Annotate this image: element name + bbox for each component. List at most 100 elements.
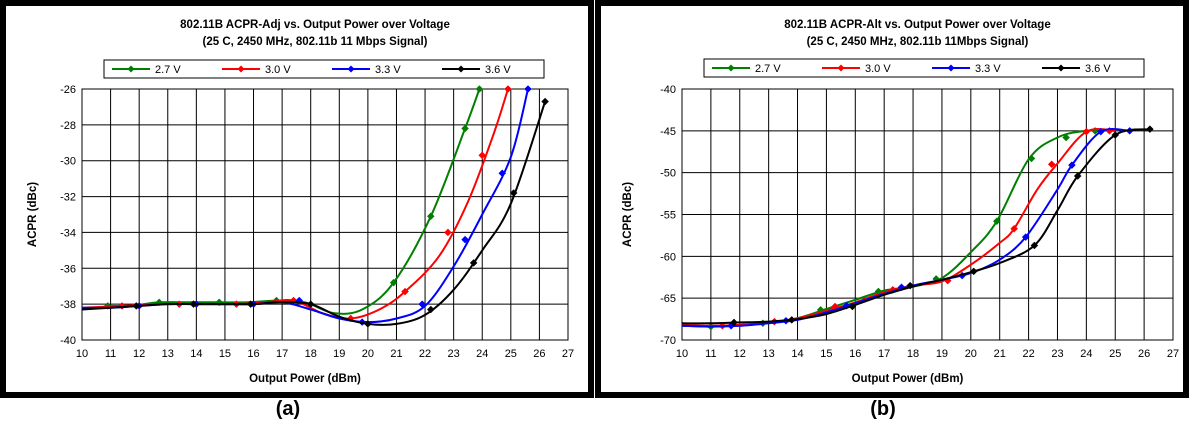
y-tick-label-a: -40 xyxy=(60,335,76,347)
chart-a: 802.11B ACPR-Adj vs. Output Power over V… xyxy=(0,0,594,398)
x-tick-label-b: 27 xyxy=(1167,348,1179,360)
data-point-30v-a xyxy=(478,151,487,160)
data-point-36v-b xyxy=(906,281,915,290)
legend-marker-36v-a xyxy=(457,65,465,73)
data-point-30v-a xyxy=(504,85,512,93)
data-point-33v-b xyxy=(1096,127,1105,136)
x-tick-label-b: 22 xyxy=(1022,348,1034,360)
data-point-33v-a xyxy=(498,169,507,178)
legend-label-30v-b: 3.0 V xyxy=(865,63,891,75)
legend-label-33v-a: 3.3 V xyxy=(375,64,401,76)
plot-border-a xyxy=(81,88,569,341)
legend-label-36v-b: 3.6 V xyxy=(1085,63,1111,75)
data-point-36v-b xyxy=(787,316,796,324)
data-point-27v-a xyxy=(475,85,484,93)
legend-marker-33v-a xyxy=(347,65,355,73)
legend-label-33v-b: 3.3 V xyxy=(975,63,1001,75)
legend-marker-27v-b xyxy=(727,64,735,72)
y-tick-label-a: -32 xyxy=(60,192,76,204)
x-tick-label-a: 12 xyxy=(133,348,145,360)
data-point-27v-b xyxy=(1027,154,1036,163)
legend-marker-27v-a xyxy=(127,65,135,73)
x-tick-label-a: 10 xyxy=(76,348,88,360)
x-tick-label-a: 27 xyxy=(562,348,574,360)
x-axis-label-a: Output Power (dBm) xyxy=(249,373,361,385)
data-point-33v-a xyxy=(461,235,469,244)
x-tick-label-b: 24 xyxy=(1080,348,1092,360)
data-point-33v-b xyxy=(897,283,906,292)
data-point-36v-a xyxy=(246,300,255,308)
y-tick-label-b: -60 xyxy=(660,251,676,263)
legend-marker-30v-b xyxy=(837,64,845,72)
x-tick-label-b: 14 xyxy=(791,348,803,360)
panel-label-a: (a) xyxy=(275,398,301,420)
x-tick-label-b: 16 xyxy=(849,348,861,360)
x-tick-label-a: 22 xyxy=(419,348,431,360)
x-tick-label-a: 20 xyxy=(362,348,374,360)
x-tick-label-a: 14 xyxy=(190,348,202,360)
y-tick-label-a: -34 xyxy=(60,227,76,239)
x-tick-label-b: 17 xyxy=(878,348,890,360)
data-point-27v-a xyxy=(461,124,469,133)
panel-label-b: (b) xyxy=(870,398,896,420)
x-tick-label-a: 26 xyxy=(533,348,545,360)
plot-area-a xyxy=(82,89,568,340)
data-point-36v-b xyxy=(1073,172,1082,180)
data-point-36v-b xyxy=(1111,131,1120,139)
data-point-27v-b xyxy=(992,217,1001,226)
x-tick-label-b: 19 xyxy=(936,348,948,360)
legend-label-27v-a: 2.7 V xyxy=(155,64,181,76)
x-tick-label-b: 25 xyxy=(1109,348,1121,360)
x-tick-label-b: 21 xyxy=(994,348,1006,360)
data-point-36v-a xyxy=(426,305,435,314)
x-tick-label-a: 24 xyxy=(476,348,488,360)
x-tick-label-a: 11 xyxy=(105,348,116,360)
data-point-36v-a xyxy=(306,300,315,308)
x-tick-label-a: 23 xyxy=(448,348,460,360)
chart-subtitle-a: (25 C, 2450 MHz, 802.11b 11 Mbps Signal) xyxy=(203,36,428,48)
data-point-36v-a xyxy=(364,320,372,328)
data-point-36v-b xyxy=(730,318,738,327)
data-point-27v-a xyxy=(389,278,398,287)
y-tick-label-b: -70 xyxy=(660,335,676,347)
x-tick-label-b: 12 xyxy=(734,348,746,360)
y-axis-label-a: ACPR (dBc) xyxy=(27,182,39,247)
data-point-36v-a xyxy=(189,300,198,308)
data-point-33v-a xyxy=(524,85,532,93)
x-tick-label-a: 17 xyxy=(276,348,288,360)
plot-border-b xyxy=(681,88,1174,341)
chart-b: 802.11B ACPR-Alt vs. Output Power over V… xyxy=(595,0,1189,398)
x-tick-label-a: 21 xyxy=(390,348,402,360)
y-tick-label-b: -50 xyxy=(660,168,676,180)
chart-title-a: 802.11B ACPR-Adj vs. Output Power over V… xyxy=(180,19,450,31)
legend-marker-33v-b xyxy=(947,64,955,72)
y-tick-label-b: -40 xyxy=(660,84,676,96)
chart-title-b: 802.11B ACPR-Alt vs. Output Power over V… xyxy=(784,19,1050,31)
data-point-30v-b xyxy=(1010,224,1019,233)
legend-label-27v-b: 2.7 V xyxy=(755,63,781,75)
data-point-33v-b xyxy=(1068,161,1076,169)
x-tick-label-b: 15 xyxy=(820,348,832,360)
legend-marker-36v-b xyxy=(1057,64,1065,72)
x-tick-label-a: 13 xyxy=(162,348,174,360)
x-tick-label-b: 23 xyxy=(1051,348,1063,360)
x-tick-label-a: 16 xyxy=(247,348,259,360)
data-point-30v-a xyxy=(401,287,409,296)
legend-label-30v-a: 3.0 V xyxy=(265,64,291,76)
y-tick-label-b: -65 xyxy=(660,293,676,305)
data-point-30v-b xyxy=(1047,160,1056,169)
x-axis-label-b: Output Power (dBm) xyxy=(852,373,964,385)
y-tick-label-a: -30 xyxy=(60,156,76,168)
x-tick-label-a: 19 xyxy=(333,348,345,360)
data-point-36v-b xyxy=(1146,125,1154,134)
y-axis-label-b: ACPR (dBc) xyxy=(622,182,634,247)
x-tick-label-a: 15 xyxy=(219,348,231,360)
x-tick-label-b: 11 xyxy=(705,348,716,360)
x-tick-label-b: 20 xyxy=(965,348,977,360)
legend-label-36v-a: 3.6 V xyxy=(485,64,511,76)
legend-box-a xyxy=(103,59,545,79)
legend-marker-30v-a xyxy=(237,65,245,73)
x-tick-label-b: 10 xyxy=(676,348,688,360)
data-point-36v-a xyxy=(509,189,518,197)
